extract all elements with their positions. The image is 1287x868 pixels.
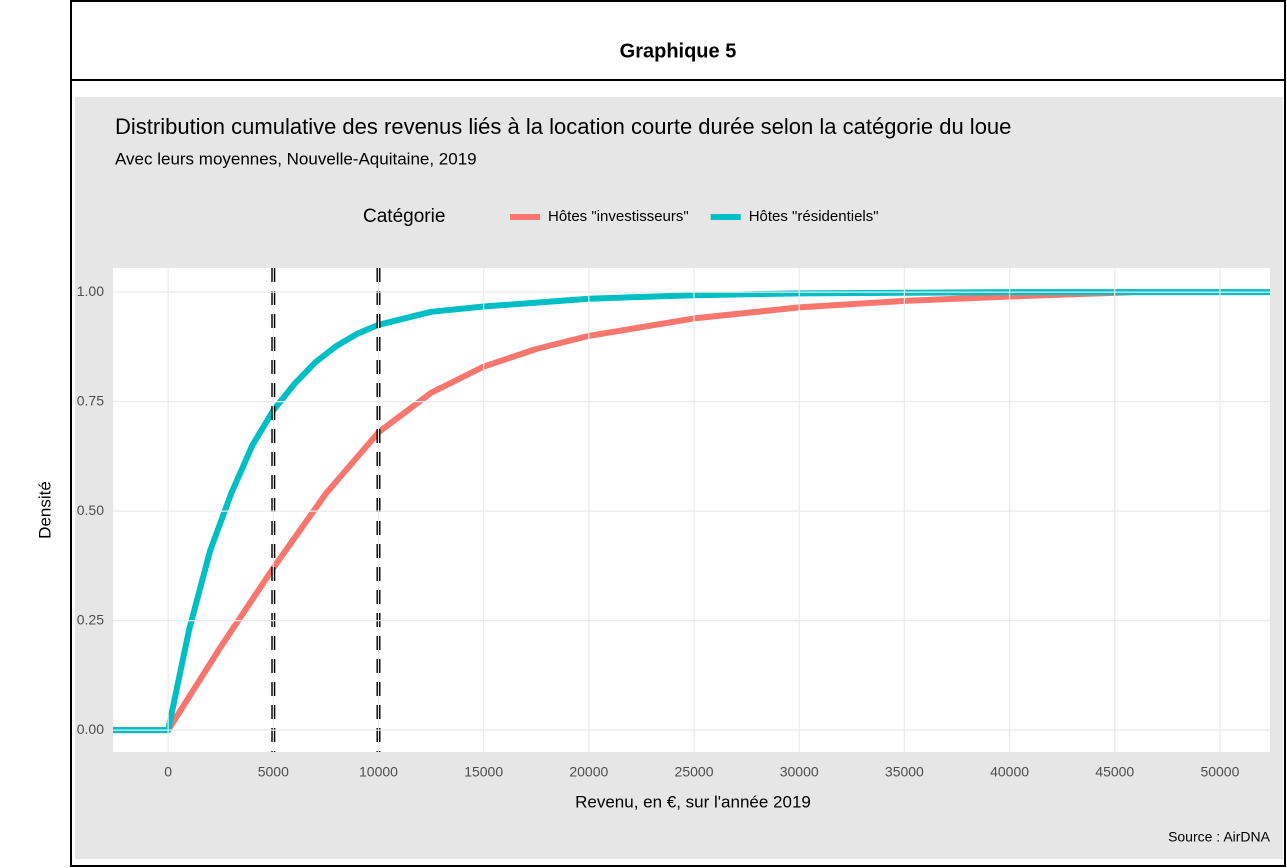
y-tick-label: 0.25 bbox=[77, 611, 104, 627]
x-tick-label: 5000 bbox=[258, 764, 289, 780]
legend-label: Hôtes "investisseurs" bbox=[548, 208, 689, 225]
header-title: Graphique 5 bbox=[620, 40, 737, 62]
x-tick-label: 45000 bbox=[1095, 764, 1134, 780]
x-tick-label: 50000 bbox=[1200, 764, 1239, 780]
legend-title: Catégorie bbox=[363, 206, 445, 227]
x-tick-label: 10000 bbox=[359, 764, 398, 780]
y-axis-label: Densité bbox=[35, 481, 54, 539]
x-tick-label: 30000 bbox=[780, 764, 819, 780]
plot-panel bbox=[113, 268, 1270, 752]
y-tick-label: 0.75 bbox=[77, 392, 104, 408]
y-tick-label: 1.00 bbox=[77, 283, 104, 299]
x-tick-label: 20000 bbox=[569, 764, 608, 780]
chart-title: Distribution cumulative des revenus liés… bbox=[115, 114, 1011, 139]
x-tick-label: 35000 bbox=[885, 764, 924, 780]
legend-label: Hôtes "résidentiels" bbox=[749, 208, 879, 225]
y-tick-label: 0.00 bbox=[77, 721, 104, 737]
x-tick-label: 15000 bbox=[464, 764, 503, 780]
y-tick-label: 0.50 bbox=[77, 502, 104, 518]
x-tick-label: 25000 bbox=[675, 764, 714, 780]
source: Source : AirDNA bbox=[1168, 829, 1271, 845]
x-tick-label: 40000 bbox=[990, 764, 1029, 780]
x-tick-label: 0 bbox=[164, 764, 172, 780]
x-axis-label: Revenu, en €, sur l'année 2019 bbox=[575, 792, 811, 811]
chart-subtitle: Avec leurs moyennes, Nouvelle-Aquitaine,… bbox=[115, 149, 477, 168]
